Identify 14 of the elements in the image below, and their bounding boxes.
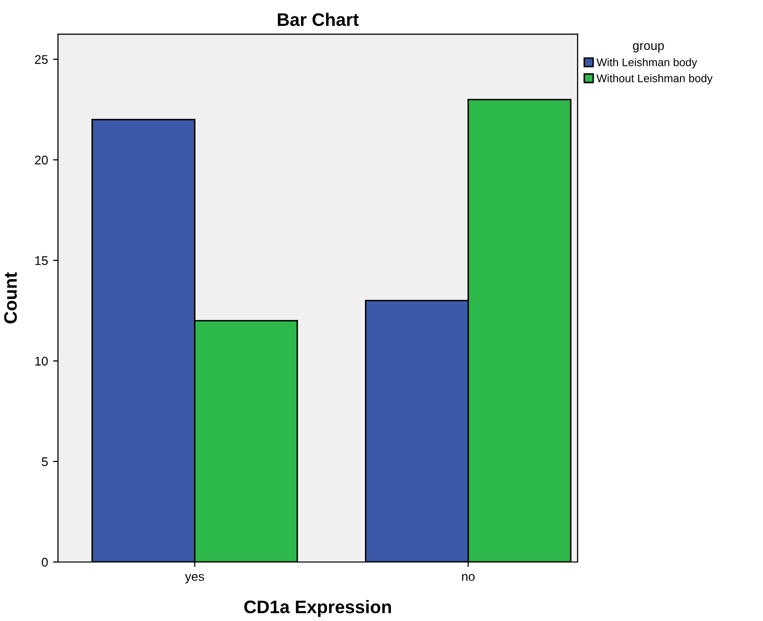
x-tick-label: no — [462, 574, 475, 581]
chart-title: Bar Chart — [278, 12, 359, 26]
y-tick-label: 15 — [35, 256, 48, 266]
y-axis-title: Count — [4, 272, 17, 324]
y-tick-label: 0 — [42, 558, 48, 567]
y-tick-label: 25 — [34, 55, 48, 64]
legend-label: With Leishman body — [596, 58, 698, 68]
y-tick-label: 5 — [42, 457, 48, 466]
y-tick-label: 10 — [35, 356, 48, 366]
legend-label: Without Leishman body — [596, 74, 713, 84]
x-axis-title: CD1a Expression — [244, 600, 391, 617]
y-tick-label: 20 — [34, 156, 48, 164]
legend-title: group — [632, 43, 664, 52]
x-tick-label: yes — [185, 574, 204, 584]
